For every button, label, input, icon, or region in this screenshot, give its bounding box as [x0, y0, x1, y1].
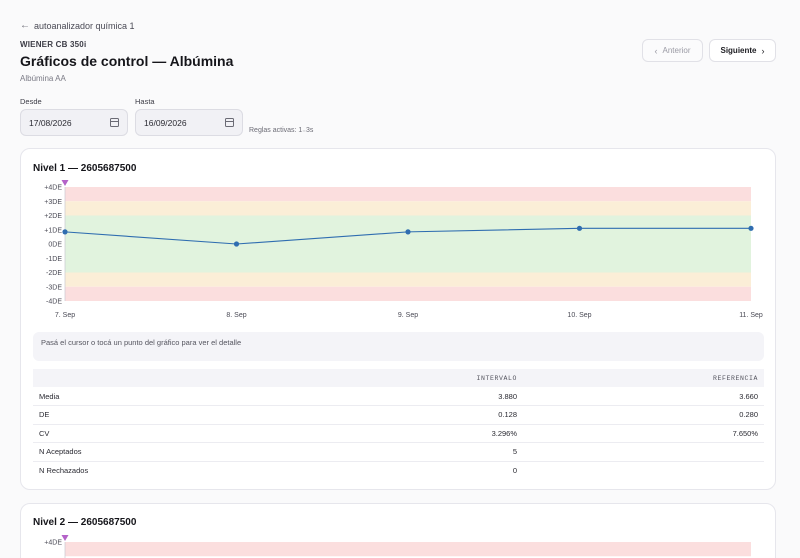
chart-band	[65, 286, 751, 301]
stat-reference-value: 0.280	[523, 405, 764, 425]
table-row: CV 3.296% 7.650%	[33, 424, 764, 443]
stat-reference-value: 3.660	[523, 387, 764, 406]
today-marker-icon	[61, 535, 69, 541]
chart-band	[65, 215, 751, 273]
stat-label: Media	[33, 387, 323, 406]
stat-label: N Aceptados	[33, 442, 323, 462]
data-point	[748, 225, 754, 231]
x-tick-label: 10. Sep	[567, 312, 591, 319]
level-2-control-chart: +4DE	[44, 535, 751, 558]
y-tick-label: +3DE	[44, 199, 62, 206]
stat-label: CV	[33, 424, 323, 443]
y-tick-label: -1DE	[46, 256, 62, 263]
stats-table: INTERVALO REFERENCIA Media 3.880 3.660 D…	[33, 369, 764, 480]
level-2-card: Nivel 2 — 2605687500 +4DE	[20, 503, 776, 558]
chart-band	[65, 272, 751, 287]
from-date-input[interactable]: 17/08/2026	[20, 109, 128, 136]
level-2-title: Nivel 2 — 2605687500	[33, 517, 137, 528]
table-row: DE 0.128 0.280	[33, 405, 764, 425]
arrow-left-icon: ←	[20, 20, 30, 31]
stat-interval-value: 3.296%	[323, 424, 523, 443]
stat-reference-value	[523, 461, 764, 480]
previous-button[interactable]: ‹ Anterior	[642, 39, 703, 62]
stat-interval-value: 0	[512, 466, 517, 475]
data-point	[233, 241, 240, 247]
back-link[interactable]: ← autoanalizador química 1	[20, 20, 135, 31]
x-tick-label: 9. Sep	[398, 312, 418, 319]
stat-reference-value	[523, 442, 764, 462]
corner-decoration	[780, 530, 800, 558]
to-date-input[interactable]: 16/09/2026	[135, 109, 243, 136]
back-link-label: autoanalizador química 1	[34, 20, 135, 31]
chart-band	[65, 542, 751, 557]
to-date-label: Hasta	[135, 97, 155, 106]
y-tick-label: -2DE	[46, 270, 62, 277]
y-tick-label: -4DE	[46, 299, 62, 306]
chart-hint: Pasá el cursor o tocá un punto del gráfi…	[33, 332, 764, 361]
next-button-label: Siguiente	[720, 46, 757, 55]
calendar-icon[interactable]	[110, 118, 119, 127]
from-date-value: 17/08/2026	[29, 117, 72, 128]
y-tick-label: -3DE	[46, 284, 62, 291]
page-title: Gráficos de control — Albúmina	[20, 53, 234, 69]
data-point	[62, 229, 68, 235]
calendar-icon[interactable]	[225, 118, 234, 127]
data-point	[405, 229, 411, 235]
instrument-name: WIENER CB 350i	[20, 40, 87, 49]
chevron-left-icon: ‹	[654, 45, 658, 56]
today-marker-icon	[61, 180, 69, 186]
page-subtitle: Albúmina AA	[20, 74, 66, 83]
table-row: N Aceptados 5	[33, 442, 764, 462]
stats-header-metric	[33, 369, 323, 387]
level-1-title: Nivel 1 — 2605687500	[33, 163, 137, 174]
previous-button-label: Anterior	[662, 46, 691, 55]
y-tick-label: +4DE	[44, 540, 62, 547]
stat-interval-value: 0.128	[323, 405, 523, 425]
x-tick-label: 11. Sep	[739, 312, 763, 319]
stat-interval-value: 5	[323, 442, 523, 462]
table-row: N Rechazados 0	[33, 461, 764, 480]
data-point	[576, 225, 583, 231]
next-button[interactable]: Siguiente ›	[709, 39, 776, 62]
y-tick-label: 0DE	[48, 242, 62, 249]
y-tick-label: +2DE	[44, 213, 62, 220]
stat-label: DE	[33, 405, 323, 425]
stat-label: N Rechazados	[39, 466, 89, 475]
to-date-value: 16/09/2026	[144, 117, 187, 128]
y-tick-label: +4DE	[44, 185, 62, 192]
stats-header-interval: INTERVALO	[323, 369, 523, 387]
stats-header-row: INTERVALO REFERENCIA	[33, 369, 764, 387]
x-tick-label: 7. Sep	[55, 312, 75, 319]
stat-reference-value: 7.650%	[523, 424, 764, 443]
table-row: Media 3.880 3.660	[33, 387, 764, 406]
stat-interval-value: 3.880	[323, 387, 523, 406]
level-1-control-chart: +4DE +3DE +2DE +1DE 0DE -1DE -2DE -3DE -4DE 7. Se…	[44, 180, 763, 319]
chart-band	[65, 187, 751, 202]
stats-header-reference: REFERENCIA	[523, 369, 764, 387]
active-rules-text: Reglas activas: 1₋3s	[249, 127, 314, 134]
chevron-right-icon: ›	[761, 45, 765, 56]
from-date-label: Desde	[20, 97, 42, 106]
chart-band	[65, 201, 751, 216]
x-tick-label: 8. Sep	[226, 312, 246, 319]
level-1-card: Nivel 1 — 2605687500 +4DE +3DE +2DE +1DE 0DE…	[20, 148, 776, 490]
y-tick-label: +1DE	[44, 227, 62, 234]
